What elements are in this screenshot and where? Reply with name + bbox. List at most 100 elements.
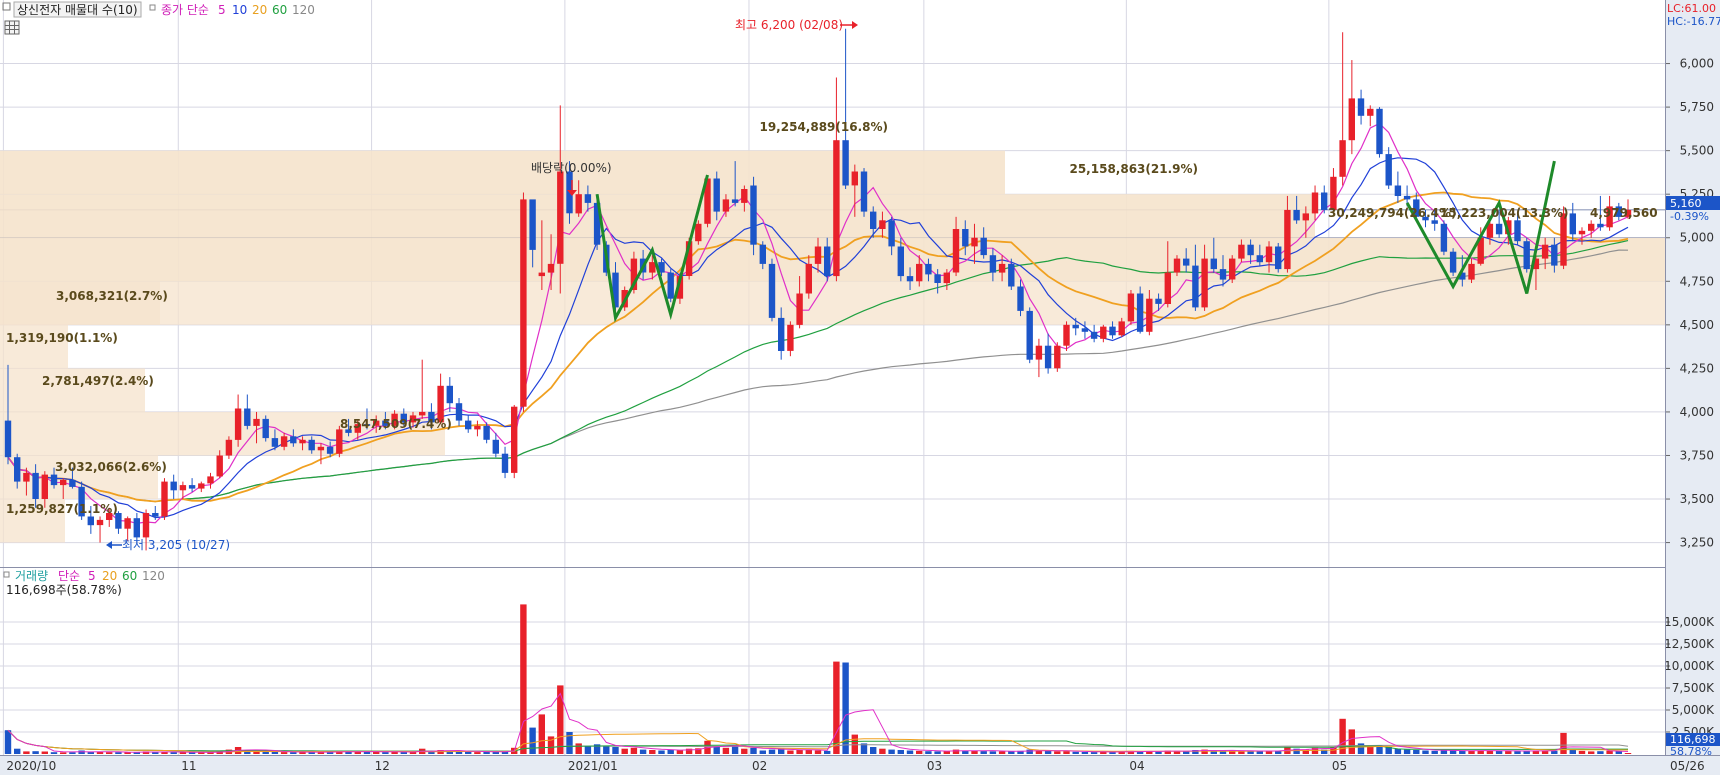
candle-body[interactable]: [1413, 199, 1420, 217]
volume-bar[interactable]: [446, 750, 453, 754]
candle-body[interactable]: [244, 408, 251, 426]
candle-body[interactable]: [207, 476, 214, 484]
candle-body[interactable]: [1063, 324, 1070, 346]
candle-body[interactable]: [1081, 328, 1089, 332]
volume-bar[interactable]: [41, 751, 48, 755]
volume-bar[interactable]: [1118, 751, 1125, 754]
grid-toggle-icon[interactable]: [4, 20, 20, 35]
candle-body[interactable]: [934, 274, 941, 283]
volume-bar[interactable]: [1063, 751, 1070, 754]
volume-bar[interactable]: [639, 749, 647, 754]
candle-body[interactable]: [989, 255, 997, 273]
volume-bar[interactable]: [1597, 751, 1604, 754]
candle-body[interactable]: [354, 424, 361, 433]
candle-body[interactable]: [575, 194, 582, 214]
volume-bar[interactable]: [520, 604, 527, 754]
volume-bar[interactable]: [1523, 750, 1530, 754]
candle-body[interactable]: [998, 263, 1006, 273]
volume-bar[interactable]: [1192, 750, 1199, 754]
volume-bar[interactable]: [943, 751, 950, 755]
candle-body[interactable]: [1560, 213, 1567, 266]
candle-body[interactable]: [906, 276, 914, 282]
volume-bar[interactable]: [759, 750, 766, 755]
candle-body[interactable]: [1321, 192, 1328, 210]
volume-bar[interactable]: [870, 747, 877, 754]
volume-bar[interactable]: [299, 752, 306, 754]
candle-body[interactable]: [1026, 310, 1033, 360]
volume-bar[interactable]: [1173, 750, 1181, 754]
candle-body[interactable]: [373, 420, 380, 426]
candle-body[interactable]: [1256, 255, 1263, 263]
volume-bar[interactable]: [1394, 748, 1402, 754]
candle-body[interactable]: [1385, 154, 1392, 186]
candle-body[interactable]: [271, 438, 279, 447]
candle-body[interactable]: [860, 171, 868, 212]
volume-bar[interactable]: [317, 751, 325, 754]
volume-bar[interactable]: [1578, 750, 1586, 754]
candle-body[interactable]: [768, 263, 776, 318]
volume-bar[interactable]: [1302, 749, 1309, 754]
volume-bar[interactable]: [1054, 751, 1061, 754]
volume-bar[interactable]: [1219, 750, 1227, 754]
volume-bar[interactable]: [280, 752, 288, 754]
candle-body[interactable]: [69, 479, 76, 487]
volume-bar[interactable]: [906, 750, 914, 755]
volume-bar[interactable]: [842, 662, 849, 755]
volume-bar[interactable]: [373, 752, 380, 754]
volume-bar[interactable]: [1477, 750, 1484, 755]
volume-bar[interactable]: [1109, 752, 1116, 754]
volume-bar[interactable]: [768, 749, 776, 754]
volume-bar[interactable]: [455, 751, 463, 754]
candle-body[interactable]: [1035, 345, 1043, 360]
volume-bar[interactable]: [244, 750, 251, 755]
candle-body[interactable]: [1477, 237, 1484, 264]
volume-bar[interactable]: [23, 751, 30, 754]
candle-body[interactable]: [1459, 272, 1466, 280]
candle-body[interactable]: [1247, 244, 1254, 256]
volume-bar[interactable]: [1459, 750, 1466, 754]
candle-body[interactable]: [32, 472, 39, 499]
volume-bar[interactable]: [547, 736, 555, 754]
volume-bar[interactable]: [685, 748, 693, 754]
candle-body[interactable]: [317, 446, 325, 451]
candle-body[interactable]: [612, 272, 619, 308]
volume-bar[interactable]: [1275, 751, 1282, 754]
volume-bar[interactable]: [814, 750, 822, 755]
candle-body[interactable]: [870, 211, 877, 229]
candle-body[interactable]: [501, 453, 509, 473]
volume-bar[interactable]: [741, 748, 748, 754]
volume-bar[interactable]: [391, 751, 398, 754]
title-box[interactable]: [13, 1, 142, 18]
candle-body[interactable]: [658, 262, 665, 273]
volume-panel-title[interactable]: 거래량: [15, 569, 48, 583]
volume-bar[interactable]: [326, 752, 334, 754]
candle-body[interactable]: [1376, 108, 1383, 155]
volume-bar[interactable]: [860, 743, 868, 754]
candle-body[interactable]: [336, 429, 343, 454]
candle-body[interactable]: [1044, 345, 1052, 369]
volume-bar[interactable]: [888, 749, 895, 754]
candle-body[interactable]: [824, 246, 831, 277]
candle-body[interactable]: [253, 418, 260, 426]
volume-bar[interactable]: [382, 752, 389, 754]
candle-body[interactable]: [1275, 246, 1282, 270]
volume-bar[interactable]: [962, 750, 969, 755]
volume-bar[interactable]: [1017, 750, 1024, 754]
volume-bar[interactable]: [428, 751, 435, 754]
candle-body[interactable]: [87, 516, 94, 526]
volume-bar[interactable]: [1238, 750, 1245, 754]
volume-bar[interactable]: [1367, 746, 1374, 754]
volume-bar[interactable]: [345, 751, 352, 754]
candle-body[interactable]: [483, 425, 490, 440]
candle-body[interactable]: [1578, 230, 1586, 235]
volume-bar[interactable]: [731, 746, 739, 754]
candle-body[interactable]: [695, 223, 702, 242]
volume-bar[interactable]: [308, 752, 315, 754]
volume-bar[interactable]: [1486, 750, 1494, 754]
volume-bar[interactable]: [1376, 745, 1383, 754]
candle-body[interactable]: [262, 418, 269, 439]
candle-body[interactable]: [455, 403, 463, 421]
volume-bar[interactable]: [833, 661, 840, 754]
candle-body[interactable]: [952, 229, 960, 273]
volume-bar[interactable]: [603, 746, 610, 754]
